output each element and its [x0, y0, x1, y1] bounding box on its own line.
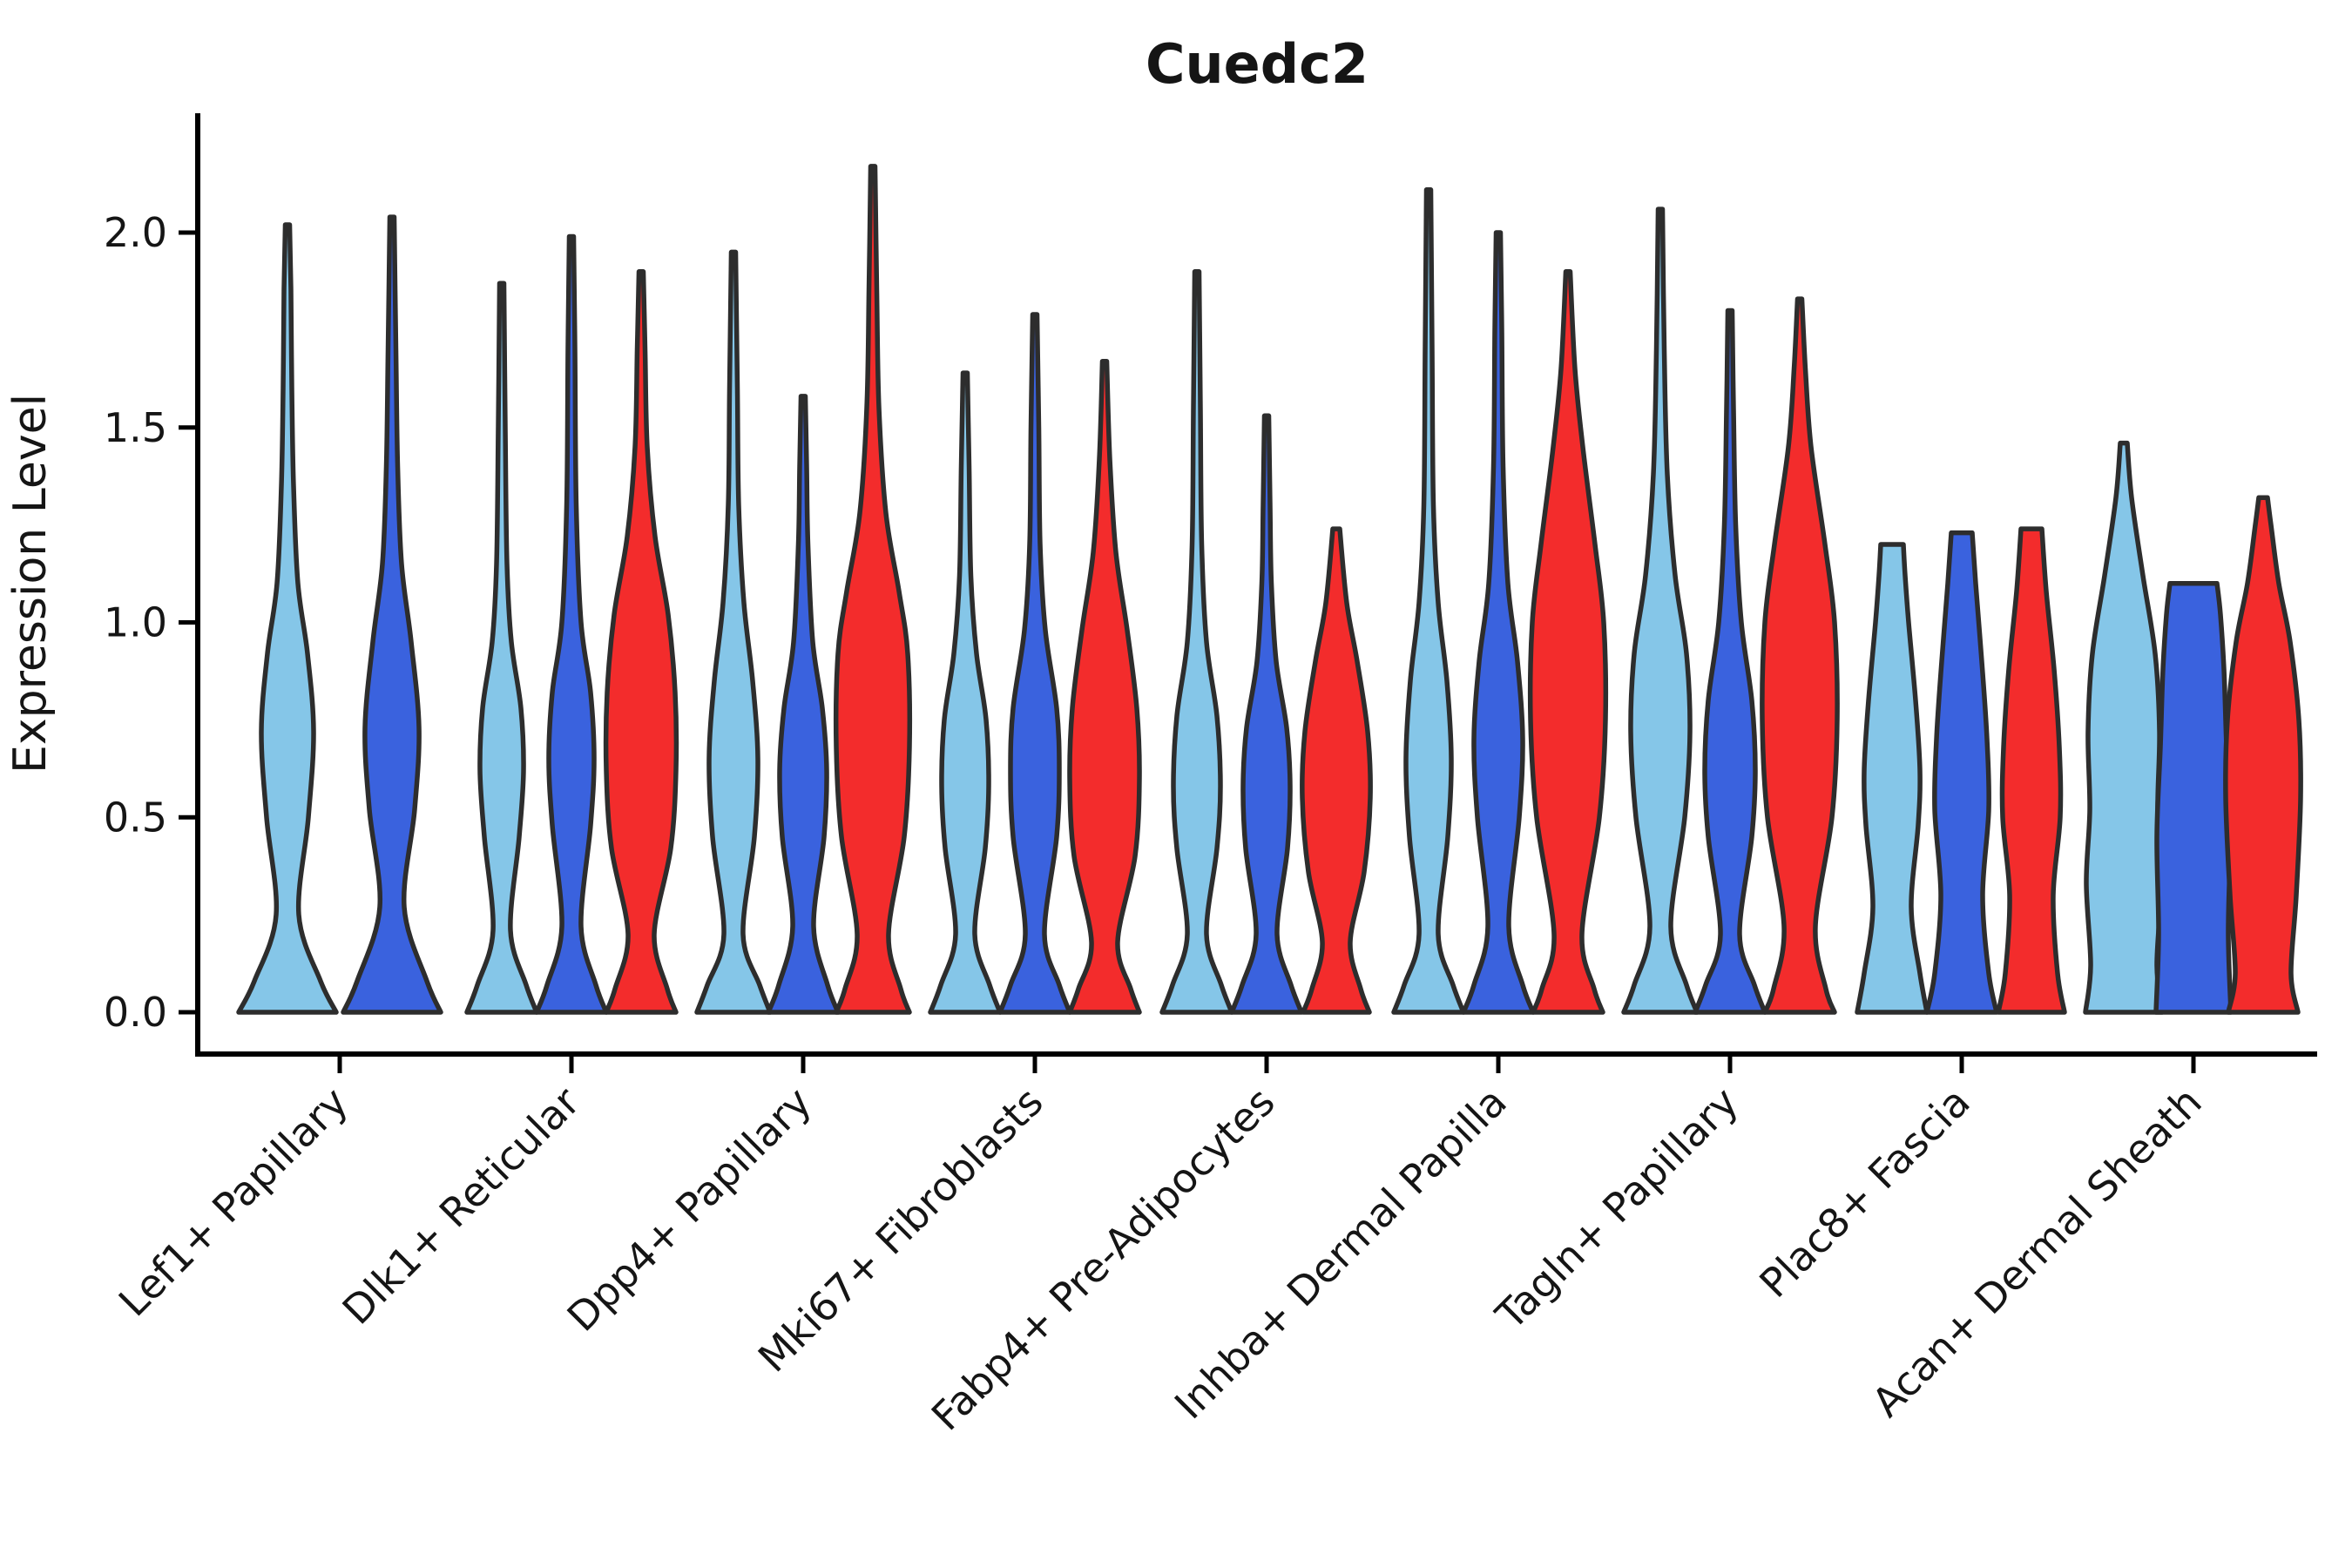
violin-tagln-papillary-blue [1693, 308, 1767, 1015]
violin-mki67-fibroblasts-lightblue [928, 370, 1003, 1015]
violin-fabp4-pre-adipocytes-red [1300, 526, 1373, 1015]
x-tick-label: Tagln+ Papillary [1486, 1078, 1747, 1340]
violin-dpp4-papillary-blue [766, 394, 841, 1015]
y-tick-labels: 0.0 0.5 1.0 1.5 2.0 [104, 209, 198, 1036]
violin-mki67-fibroblasts-red [1067, 358, 1142, 1015]
x-tick-label: Lef1+ Papillary [110, 1078, 357, 1326]
violin-acan-dermal-sheath-blue [2153, 581, 2234, 1015]
violin-dlk1-reticular-red [603, 269, 679, 1015]
violin-acan-dermal-sheath-lightblue [2083, 440, 2165, 1015]
violin-plac8-fascia-red [1996, 526, 2067, 1015]
y-tick-label: 0.0 [104, 989, 167, 1036]
violin-tagln-papillary-red [1760, 296, 1840, 1015]
violin-fabp4-pre-adipocytes-lightblue [1159, 269, 1234, 1015]
chart-title: Cuedc2 [1146, 32, 1369, 96]
violin-plac8-fascia-blue [1924, 530, 1999, 1015]
x-tick-label: Dpp4+ Papillary [558, 1078, 821, 1341]
violin-acan-dermal-sheath-red [2223, 495, 2303, 1015]
y-axis-label: Expression Level [4, 394, 57, 774]
violin-dlk1-reticular-blue [534, 233, 609, 1015]
x-tick-label: Plac8+ Fascia [1750, 1078, 1978, 1307]
y-tick-label: 0.5 [104, 794, 167, 841]
violin-dpp4-papillary-lightblue [694, 249, 773, 1015]
violins-layer [236, 164, 2303, 1015]
violin-inhba-dermal-papilla-lightblue [1391, 187, 1466, 1015]
violin-dpp4-papillary-red [833, 164, 913, 1015]
violin-fabp4-pre-adipocytes-blue [1229, 413, 1304, 1015]
plot-area: Cuedc2 Expression Level 0.00.51.01.52.0 … [4, 32, 2317, 1440]
y-tick-label: 1.0 [104, 599, 167, 646]
y-tick-label: 2.0 [104, 209, 167, 256]
violin-lef1-papillary-blue [341, 214, 443, 1015]
violin-plac8-fascia-lightblue [1855, 542, 1930, 1015]
violin-mki67-fibroblasts-blue [997, 312, 1072, 1015]
violin-lef1-papillary-lightblue [236, 222, 339, 1015]
violin-inhba-dermal-papilla-red [1527, 269, 1609, 1015]
violin-tagln-papillary-lightblue [1621, 206, 1700, 1015]
y-tick-label: 1.5 [104, 404, 167, 451]
violin-dlk1-reticular-lightblue [464, 280, 539, 1015]
x-tick-label: Dlk1+ Reticular [334, 1078, 589, 1334]
violin-inhba-dermal-papilla-blue [1461, 230, 1536, 1015]
